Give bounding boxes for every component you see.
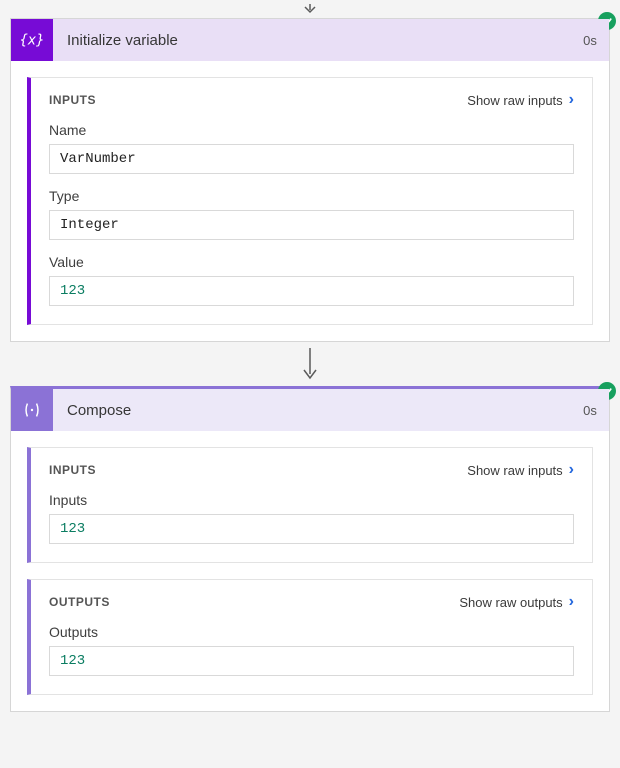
variable-icon: {x}: [11, 19, 53, 61]
chevron-right-icon: ›: [569, 594, 574, 610]
field-label: Inputs: [49, 492, 574, 508]
field-outputs: Outputs 123: [49, 624, 574, 676]
card-title: Initialize variable: [53, 19, 571, 61]
card-body: INPUTS Show raw inputs › Name VarNumber …: [11, 61, 609, 341]
field-value: VarNumber: [49, 144, 574, 174]
field-name: Name VarNumber: [49, 122, 574, 174]
action-card-compose: Compose 0s INPUTS Show raw inputs › Inpu…: [10, 386, 610, 712]
inputs-section: INPUTS Show raw inputs › Inputs 123: [27, 447, 593, 563]
card-title: Compose: [53, 389, 571, 431]
field-inputs: Inputs 123: [49, 492, 574, 544]
show-raw-inputs-link[interactable]: Show raw inputs ›: [467, 462, 574, 478]
field-label: Outputs: [49, 624, 574, 640]
card-duration: 0s: [571, 19, 609, 61]
chevron-right-icon: ›: [569, 462, 574, 478]
show-raw-label: Show raw outputs: [459, 595, 562, 610]
inputs-section: INPUTS Show raw inputs › Name VarNumber …: [27, 77, 593, 325]
card-body: INPUTS Show raw inputs › Inputs 123 OUTP…: [11, 431, 609, 711]
show-raw-label: Show raw inputs: [467, 463, 562, 478]
action-card-initialize-variable: {x} Initialize variable 0s INPUTS Show r…: [10, 18, 610, 342]
field-value: 123: [49, 276, 574, 306]
card-header[interactable]: {x} Initialize variable 0s: [11, 19, 609, 61]
card-header[interactable]: Compose 0s: [11, 389, 609, 431]
section-title: INPUTS: [49, 93, 96, 107]
field-label: Type: [49, 188, 574, 204]
field-value: Value 123: [49, 254, 574, 306]
field-value: Integer: [49, 210, 574, 240]
chevron-right-icon: ›: [569, 92, 574, 108]
field-label: Name: [49, 122, 574, 138]
show-raw-outputs-link[interactable]: Show raw outputs ›: [459, 594, 574, 610]
outputs-section: OUTPUTS Show raw outputs › Outputs 123: [27, 579, 593, 695]
field-label: Value: [49, 254, 574, 270]
show-raw-label: Show raw inputs: [467, 93, 562, 108]
field-value: 123: [49, 514, 574, 544]
card-duration: 0s: [571, 389, 609, 431]
show-raw-inputs-link[interactable]: Show raw inputs ›: [467, 92, 574, 108]
compose-icon: [11, 389, 53, 431]
connector-top: [0, 4, 620, 14]
svg-text:{x}: {x}: [21, 33, 43, 49]
connector-arrow: [0, 348, 620, 382]
field-type: Type Integer: [49, 188, 574, 240]
field-value: 123: [49, 646, 574, 676]
section-title: OUTPUTS: [49, 595, 110, 609]
section-title: INPUTS: [49, 463, 96, 477]
